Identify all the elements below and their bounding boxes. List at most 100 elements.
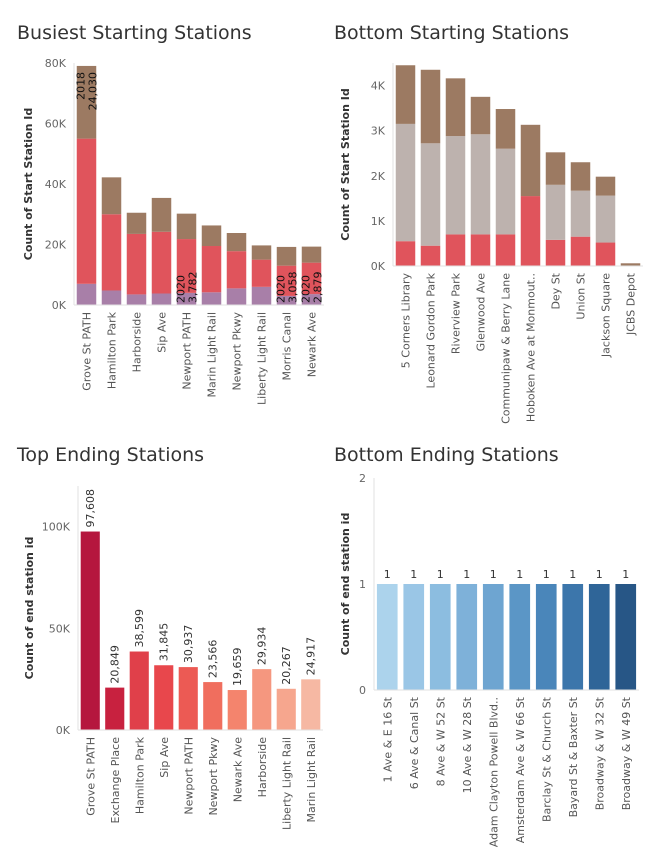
bar-broadway-w-49-st bbox=[615, 584, 637, 690]
y-tick-label: 1K bbox=[371, 215, 386, 228]
data-label: 1 bbox=[543, 568, 550, 581]
x-tick-label: Union St bbox=[575, 272, 588, 319]
annotation-label: 2020 bbox=[275, 275, 288, 303]
bar-6-ave-canal-st bbox=[403, 584, 425, 690]
bar-segment-liberty-light-rail-1 bbox=[251, 259, 272, 287]
bar-segment-sip-ave-2 bbox=[151, 197, 172, 232]
x-tick-label: Hamilton Park bbox=[106, 311, 119, 389]
data-label: 1 bbox=[437, 568, 444, 581]
x-tick-label: Glenwood Ave bbox=[475, 273, 488, 352]
bar-segment-communipaw-berry-lane-2 bbox=[495, 109, 516, 149]
data-label: 29,934 bbox=[256, 627, 269, 666]
bar-segment-riverview-park-0 bbox=[445, 234, 466, 266]
y-tick-label: 0K bbox=[371, 260, 386, 273]
y-tick-label: 20K bbox=[45, 239, 67, 252]
data-label: 24,917 bbox=[305, 637, 318, 676]
x-tick-label: Jackson Square bbox=[600, 273, 613, 358]
x-tick-label: 1 Ave & E 16 St bbox=[381, 696, 394, 782]
bar-1-ave-e-16-st bbox=[376, 584, 398, 690]
data-label: 1 bbox=[622, 568, 629, 581]
y-tick-label: 0K bbox=[52, 299, 67, 312]
bar-adam-clayton-powell-blvd bbox=[482, 584, 504, 690]
x-tick-label: Harborside bbox=[131, 312, 144, 373]
chart-title-bottom-starting: Bottom Starting Stations bbox=[334, 22, 570, 44]
bar-segment-dey-st-0 bbox=[545, 239, 566, 266]
bar-segment-leonard-gordon-park-0 bbox=[420, 245, 441, 266]
bar-segment-grove-st-path-1 bbox=[76, 138, 97, 284]
y-tick-label: 40K bbox=[45, 178, 67, 191]
x-tick-label: Grove St PATH bbox=[84, 737, 97, 816]
bar-segment-newport-path-2 bbox=[176, 213, 197, 240]
bar-broadway-w-32-st bbox=[588, 584, 610, 690]
y-tick-label: 50K bbox=[49, 622, 71, 635]
bar-grove-st-path bbox=[80, 531, 100, 730]
bar-segment-newport-pkwy-2 bbox=[226, 233, 247, 252]
bar-segment-hamilton-park-0 bbox=[101, 290, 122, 305]
bar-sip-ave bbox=[154, 665, 174, 730]
bar-segment-morris-canal-1 bbox=[276, 265, 297, 296]
bar-segment-riverview-park-1 bbox=[445, 136, 466, 235]
annotation-label: 2020 bbox=[175, 275, 188, 303]
data-label: 30,937 bbox=[182, 625, 195, 664]
bar-segment-harborside-1 bbox=[126, 233, 147, 295]
bar-segment-sip-ave-1 bbox=[151, 231, 172, 294]
annotation-label: 24,030 bbox=[87, 72, 100, 111]
bar-segment-hamilton-park-2 bbox=[101, 177, 122, 215]
bar-segment-communipaw-berry-lane-1 bbox=[495, 148, 516, 235]
bar-hamilton-park bbox=[129, 651, 149, 730]
y-axis-label: Count of end station id bbox=[339, 513, 352, 656]
bar-amsterdam-ave-w-66-st bbox=[509, 584, 531, 690]
annotation-label: 3,058 bbox=[287, 272, 300, 304]
y-tick-label: 60K bbox=[45, 118, 67, 131]
bar-segment-morris-canal-2 bbox=[276, 246, 297, 266]
x-tick-label: Hoboken Ave at Monmout.. bbox=[525, 273, 538, 422]
x-tick-label: Newport Pkwy bbox=[207, 737, 220, 816]
bar-harborside bbox=[252, 669, 272, 730]
bar-segment-newport-pkwy-0 bbox=[226, 288, 247, 305]
bar-segment-newport-path-0 bbox=[176, 292, 197, 305]
bar-segment-jackson-square-2 bbox=[595, 176, 616, 196]
annotation-label: 2018 bbox=[75, 72, 88, 100]
chart-panel-bottom-ending-stations: 0 1 2 Count of end station id 1 1 Ave & E 16 … bbox=[339, 472, 639, 847]
x-tick-label: Grove St PATH bbox=[81, 312, 94, 391]
chart-panel-top-ending-stations: 0K 50K 100K Count of end station id 97,608 Gr… bbox=[23, 486, 323, 830]
chart-title-bottom-ending: Bottom Ending Stations bbox=[334, 444, 559, 466]
bar-segment-marin-light-rail-0 bbox=[201, 292, 222, 305]
x-tick-label: Liberty Light Rail bbox=[280, 737, 293, 830]
bar-segment-5-corners-library-1 bbox=[395, 123, 416, 242]
x-tick-label: Leonard Gordon Park bbox=[425, 272, 438, 388]
chart-title-busiest-starting: Busiest Starting Stations bbox=[17, 22, 252, 44]
y-axis-label: Count of Start Station Id bbox=[339, 88, 352, 241]
x-tick-label: Dey St bbox=[550, 272, 563, 309]
bar-segment-glenwood-ave-2 bbox=[470, 96, 491, 135]
y-tick-label: 1 bbox=[359, 578, 366, 591]
annotation-label: 3,782 bbox=[187, 272, 200, 304]
chart-title-top-ending: Top Ending Stations bbox=[17, 444, 205, 466]
bar-segment-newport-pkwy-1 bbox=[226, 251, 247, 289]
bar-10-ave-w-28-st bbox=[456, 584, 478, 690]
x-tick-label: Sip Ave bbox=[158, 737, 171, 778]
y-axis-label: Count of Start Station Id bbox=[22, 108, 35, 261]
x-tick-label: Newark Ave bbox=[306, 312, 319, 378]
data-label: 20,267 bbox=[280, 646, 293, 685]
x-tick-label: Amsterdam Ave & W 66 St bbox=[514, 696, 527, 843]
bar-segment-union-st-0 bbox=[570, 236, 591, 266]
bar-newport-pkwy bbox=[203, 682, 223, 730]
bar-segment-dey-st-2 bbox=[545, 152, 566, 185]
x-tick-label: Morris Canal bbox=[281, 312, 294, 381]
chart-panel-busiest-starting-stations: 0K 20K 40K 60K 80K Count of Start Station Id G… bbox=[22, 57, 325, 405]
data-label: 1 bbox=[516, 568, 523, 581]
bar-segment-communipaw-berry-lane-0 bbox=[495, 234, 516, 266]
data-label: 1 bbox=[596, 568, 603, 581]
y-tick-label: 3K bbox=[371, 125, 386, 138]
x-tick-label: Harborside bbox=[256, 737, 269, 798]
annotation-label: 2,879 bbox=[312, 272, 325, 304]
bar-segment-5-corners-library-0 bbox=[395, 241, 416, 266]
bar-segment-hamilton-park-1 bbox=[101, 214, 122, 291]
bar-marin-light-rail bbox=[301, 679, 321, 730]
bar-segment-liberty-light-rail-0 bbox=[251, 286, 272, 305]
x-tick-label: Adam Clayton Powell Blvd.. bbox=[487, 697, 500, 847]
bar-8-ave-w-52-st bbox=[429, 584, 451, 690]
x-tick-label: Newport Pkwy bbox=[231, 312, 244, 391]
